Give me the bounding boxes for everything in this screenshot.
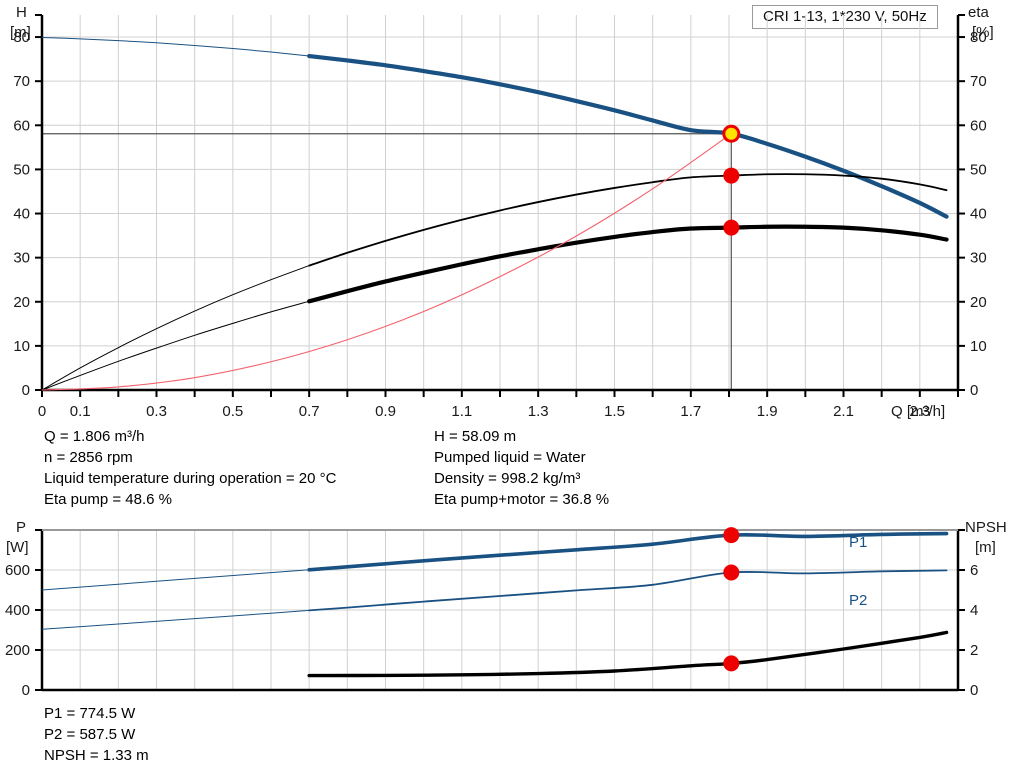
q-tick-0.5: 0.5	[222, 403, 243, 420]
npsh-tick-0: 0	[970, 682, 978, 699]
info-block-left: Q = 1.806 m³/h n = 2856 rpm Liquid tempe…	[44, 426, 336, 510]
h-tick-40: 40	[13, 206, 30, 223]
p-tick-600: 600	[5, 562, 30, 579]
q-tick-1.5: 1.5	[604, 403, 625, 420]
h-tick-0: 0	[22, 382, 30, 399]
head-eta-chart: 0 10 20 30 40 50 60 70 80 0 10 20 30 40 50 60 70 80 0 0.1 0.…	[13, 14, 987, 420]
info-pumped-liquid: Pumped liquid = Water	[434, 449, 586, 466]
q-tick-0.7: 0.7	[299, 403, 320, 420]
curve-h-head-	[307, 53, 949, 219]
q-tick-1.3: 1.3	[528, 403, 549, 420]
h-tick-10: 10	[13, 338, 30, 355]
eta-tick-20: 20	[970, 294, 987, 311]
h-axis-label-unit: [m]	[10, 24, 31, 41]
info-eta-pump-motor: Eta pump+motor = 36.8 %	[434, 491, 610, 508]
h-tick-80: 80	[13, 29, 30, 46]
duty-point-eta-pump[interactable]	[723, 167, 740, 184]
h-tick-20: 20	[13, 294, 30, 311]
curve-npsh	[307, 630, 949, 678]
info-eta-pump: Eta pump = 48.6 %	[44, 491, 172, 508]
info-h: H = 58.09 m	[434, 428, 517, 445]
q-tick-0.1: 0.1	[70, 403, 91, 420]
p2-curve-label: P2	[849, 592, 868, 609]
curve-p2	[308, 569, 948, 612]
duty-point-npsh[interactable]	[723, 655, 740, 672]
eta-tick-10: 10	[970, 338, 987, 355]
curve-p2-thin	[41, 609, 310, 630]
p1-curve-label: P1	[849, 534, 868, 551]
info-npsh: NPSH = 1.33 m	[44, 747, 149, 764]
eta-tick-0: 0	[970, 382, 978, 399]
curve-eta-pump-motor	[307, 224, 949, 304]
eta-tick-50: 50	[970, 161, 987, 178]
q-tick-0.3: 0.3	[146, 403, 167, 420]
q-tick-0: 0	[38, 403, 46, 420]
info-block-right: H = 58.09 m Pumped liquid = Water Densit…	[434, 426, 609, 510]
h-tick-60: 60	[13, 117, 30, 134]
info-p1: P1 = 774.5 W	[44, 705, 136, 722]
info-n: n = 2856 rpm	[44, 449, 133, 466]
curve-h-head--thin	[41, 37, 310, 57]
h-axis-label-symbol: H	[16, 4, 27, 21]
duty-point-eta-pump-motor[interactable]	[723, 219, 740, 236]
eta-tick-30: 30	[970, 250, 987, 267]
eta-tick-40: 40	[970, 206, 987, 223]
duty-point-head[interactable]	[725, 127, 738, 140]
eta-tick-70: 70	[970, 73, 987, 90]
eta-tick-80: 80	[970, 29, 987, 46]
p-tick-400: 400	[5, 602, 30, 619]
duty-point-p2[interactable]	[723, 564, 740, 581]
npsh-tick-2: 2	[970, 642, 978, 659]
q-tick-1.7: 1.7	[680, 403, 701, 420]
curve-eta-pump-motor-thin	[41, 300, 310, 391]
h-tick-50: 50	[13, 161, 30, 178]
h-tick-70: 70	[13, 73, 30, 90]
p-axis-label-symbol: P	[16, 519, 27, 536]
eta-axis-label-symbol: eta	[968, 4, 989, 21]
npsh-tick-6: 6	[970, 562, 978, 579]
curve-eta-pump	[308, 173, 948, 267]
info-liquid-temperature: Liquid temperature during operation = 20…	[44, 470, 337, 487]
info-block-bottom: P1 = 774.5 W P2 = 587.5 W NPSH = 1.33 m	[44, 703, 149, 766]
q-tick-2.3: 2.3	[909, 403, 930, 420]
curve-p1-thin	[41, 569, 310, 591]
npsh-axis-label-symbol: NPSH	[965, 519, 1007, 536]
curve-system-curve	[41, 133, 732, 391]
npsh-tick-4: 4	[970, 602, 978, 619]
duty-point-p1[interactable]	[723, 527, 740, 544]
q-tick-2.1: 2.1	[833, 403, 854, 420]
q-tick-1.1: 1.1	[451, 403, 472, 420]
p-tick-200: 200	[5, 642, 30, 659]
eta-tick-60: 60	[970, 117, 987, 134]
info-p2: P2 = 587.5 W	[44, 726, 136, 743]
power-npsh-chart: 0 200 400 600 0 2 4 6	[5, 527, 978, 699]
q-tick-1.9: 1.9	[757, 403, 778, 420]
p-tick-0: 0	[22, 682, 30, 699]
p-axis-label-unit: [W]	[6, 539, 29, 556]
q-tick-0.9: 0.9	[375, 403, 396, 420]
info-density: Density = 998.2 kg/m³	[434, 470, 581, 487]
eta-axis-label-unit: [%]	[972, 24, 994, 41]
info-q: Q = 1.806 m³/h	[44, 428, 145, 445]
h-tick-30: 30	[13, 250, 30, 267]
npsh-axis-label-unit: [m]	[975, 539, 996, 556]
curve-p1	[307, 531, 949, 572]
q-axis-label: Q [m³/h]	[891, 403, 946, 420]
curve-eta-pump-thin	[41, 265, 310, 391]
pump-model-title: CRI 1-13, 1*230 V, 50Hz	[752, 5, 938, 29]
